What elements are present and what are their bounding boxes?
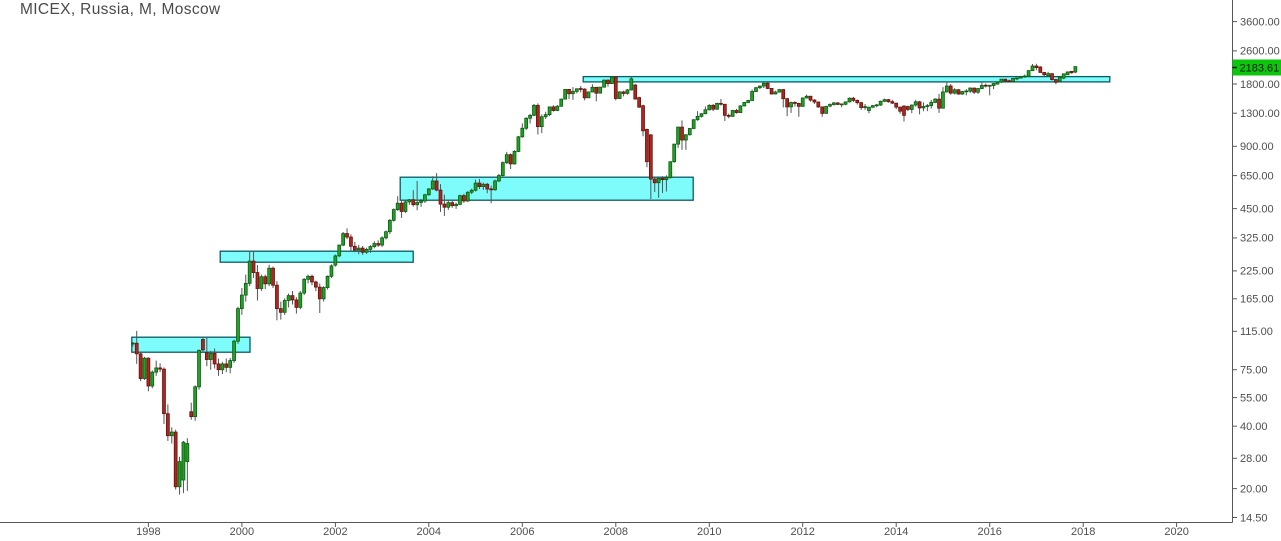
svg-text:20.00: 20.00 — [1240, 483, 1268, 495]
svg-text:2004: 2004 — [417, 526, 441, 538]
svg-text:2600.00: 2600.00 — [1240, 46, 1280, 58]
svg-text:2000: 2000 — [230, 526, 254, 538]
svg-text:55.00: 55.00 — [1240, 392, 1268, 404]
svg-text:14.50: 14.50 — [1240, 512, 1268, 524]
svg-text:1998: 1998 — [136, 526, 160, 538]
svg-text:2008: 2008 — [604, 526, 628, 538]
svg-text:40.00: 40.00 — [1240, 421, 1268, 433]
svg-text:3600.00: 3600.00 — [1240, 16, 1280, 28]
svg-text:2183.61: 2183.61 — [1240, 63, 1280, 75]
svg-text:2020: 2020 — [1164, 526, 1188, 538]
svg-text:1800.00: 1800.00 — [1240, 79, 1280, 91]
svg-text:2002: 2002 — [323, 526, 347, 538]
svg-text:2006: 2006 — [510, 526, 534, 538]
svg-text:2010: 2010 — [697, 526, 721, 538]
svg-text:165.00: 165.00 — [1240, 294, 1274, 306]
svg-text:2016: 2016 — [977, 526, 1001, 538]
svg-text:28.00: 28.00 — [1240, 453, 1268, 465]
svg-text:2014: 2014 — [884, 526, 908, 538]
svg-text:MICEX, Russia, M, Moscow: MICEX, Russia, M, Moscow — [20, 1, 221, 18]
svg-text:225.00: 225.00 — [1240, 266, 1274, 278]
svg-text:450.00: 450.00 — [1240, 203, 1274, 215]
svg-text:900.00: 900.00 — [1240, 141, 1274, 153]
svg-text:2018: 2018 — [1071, 526, 1095, 538]
svg-text:325.00: 325.00 — [1240, 233, 1274, 245]
svg-text:75.00: 75.00 — [1240, 365, 1268, 377]
svg-text:1300.00: 1300.00 — [1240, 108, 1280, 120]
svg-text:115.00: 115.00 — [1240, 326, 1273, 338]
svg-text:650.00: 650.00 — [1240, 170, 1274, 182]
svg-text:2012: 2012 — [790, 526, 814, 538]
